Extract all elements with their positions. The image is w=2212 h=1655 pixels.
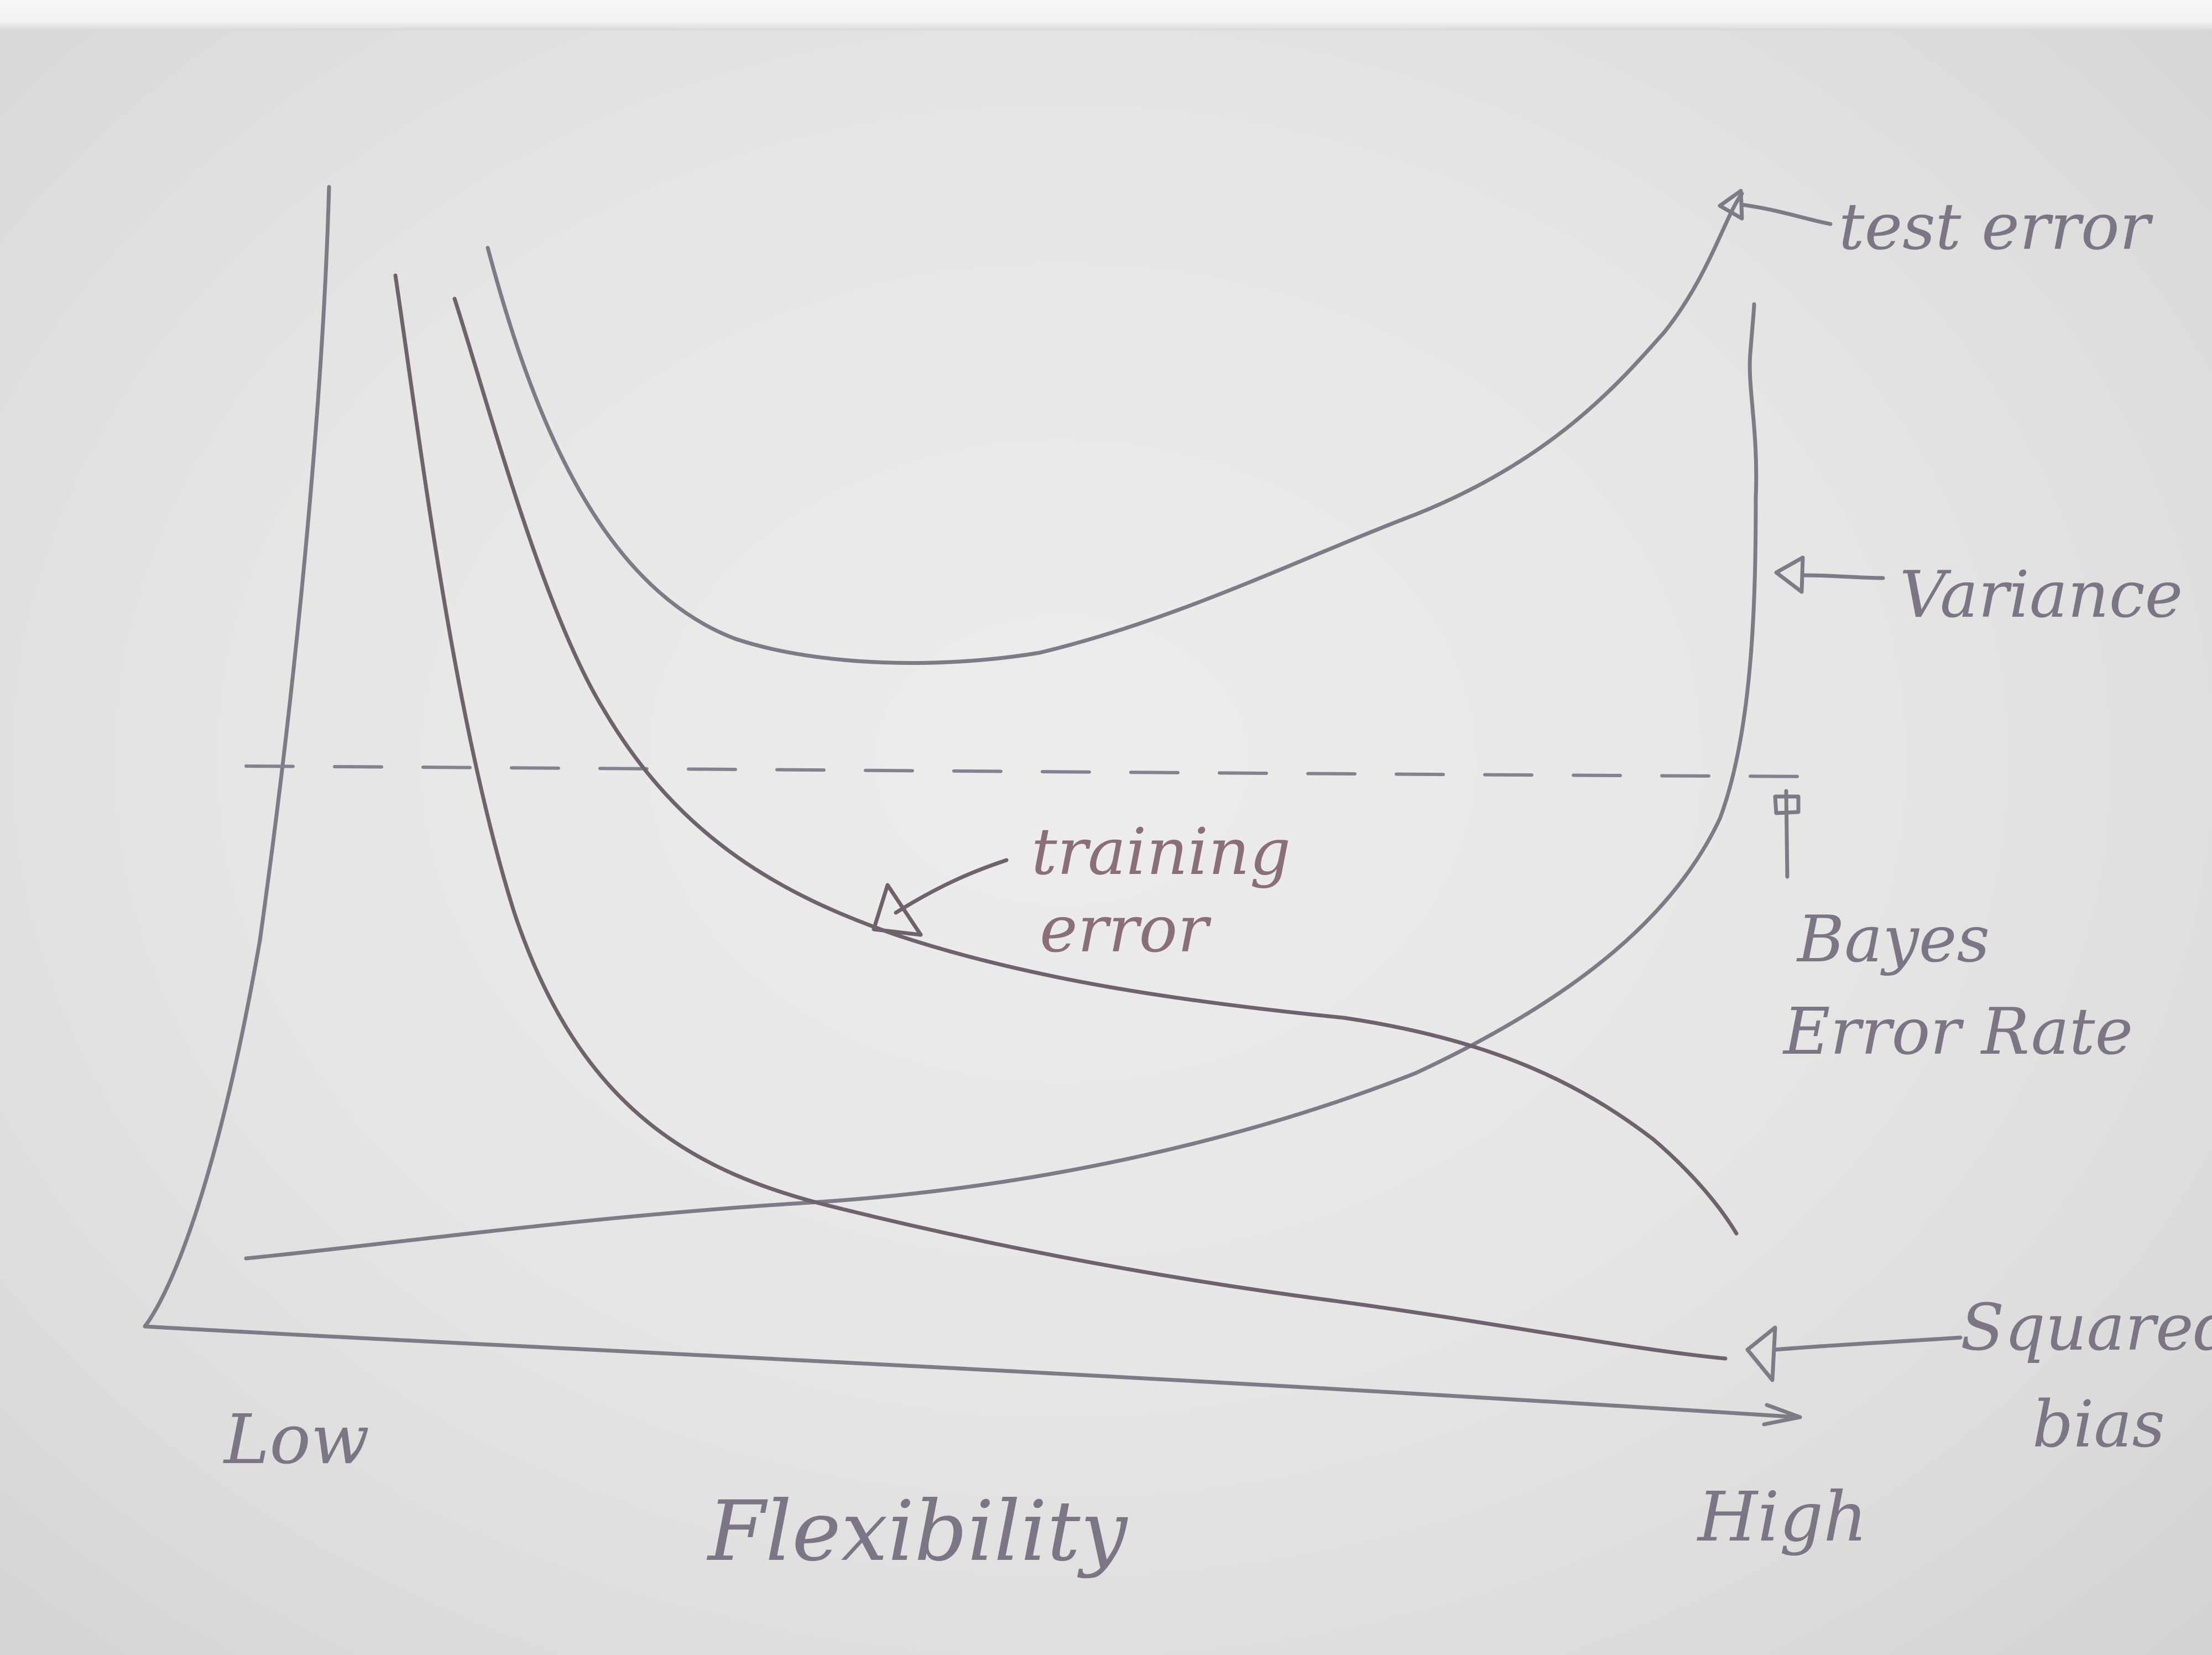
training-error-pointer [894, 858, 1009, 915]
x-axis [143, 1324, 1799, 1419]
axis-high-label: High [1697, 1477, 1867, 1557]
test-error-pointer [1740, 202, 1833, 226]
y-axis [143, 185, 331, 1329]
bayes-label-line2: Error Rate [1782, 995, 2133, 1069]
squared-bias-arrowhead [1745, 1325, 1777, 1382]
test-error-label: test error [1839, 190, 2154, 264]
x-axis-arrowhead [1762, 1403, 1802, 1427]
test-error-curve [486, 191, 1744, 665]
squared-bias-label-line2: bias [2032, 1387, 2165, 1462]
variance-label: Variance [1900, 558, 2183, 632]
bayes-label-line1: Bayes [1796, 902, 1990, 977]
bayes-error-line [244, 764, 1835, 778]
axis-low-label: Low [223, 1400, 369, 1480]
variance-arrowhead [1774, 555, 1805, 594]
training-error-label-line1: training [1031, 815, 1291, 889]
paper-top-edge [0, 0, 2212, 30]
variance-pointer [1801, 573, 1885, 580]
squared-bias-curve [393, 273, 1728, 1361]
squared-bias-pointer [1773, 1335, 1963, 1352]
bayes-marker-icon [1773, 789, 1801, 879]
training-error-arrowhead [872, 883, 923, 937]
squared-bias-label-line1: Squared [1960, 1290, 2212, 1365]
axis-title: Flexibility [706, 1484, 1129, 1580]
variance-curve [244, 302, 1759, 1261]
training-error-curve [452, 296, 1739, 1236]
training-error-label-line2: error [1040, 892, 1212, 967]
